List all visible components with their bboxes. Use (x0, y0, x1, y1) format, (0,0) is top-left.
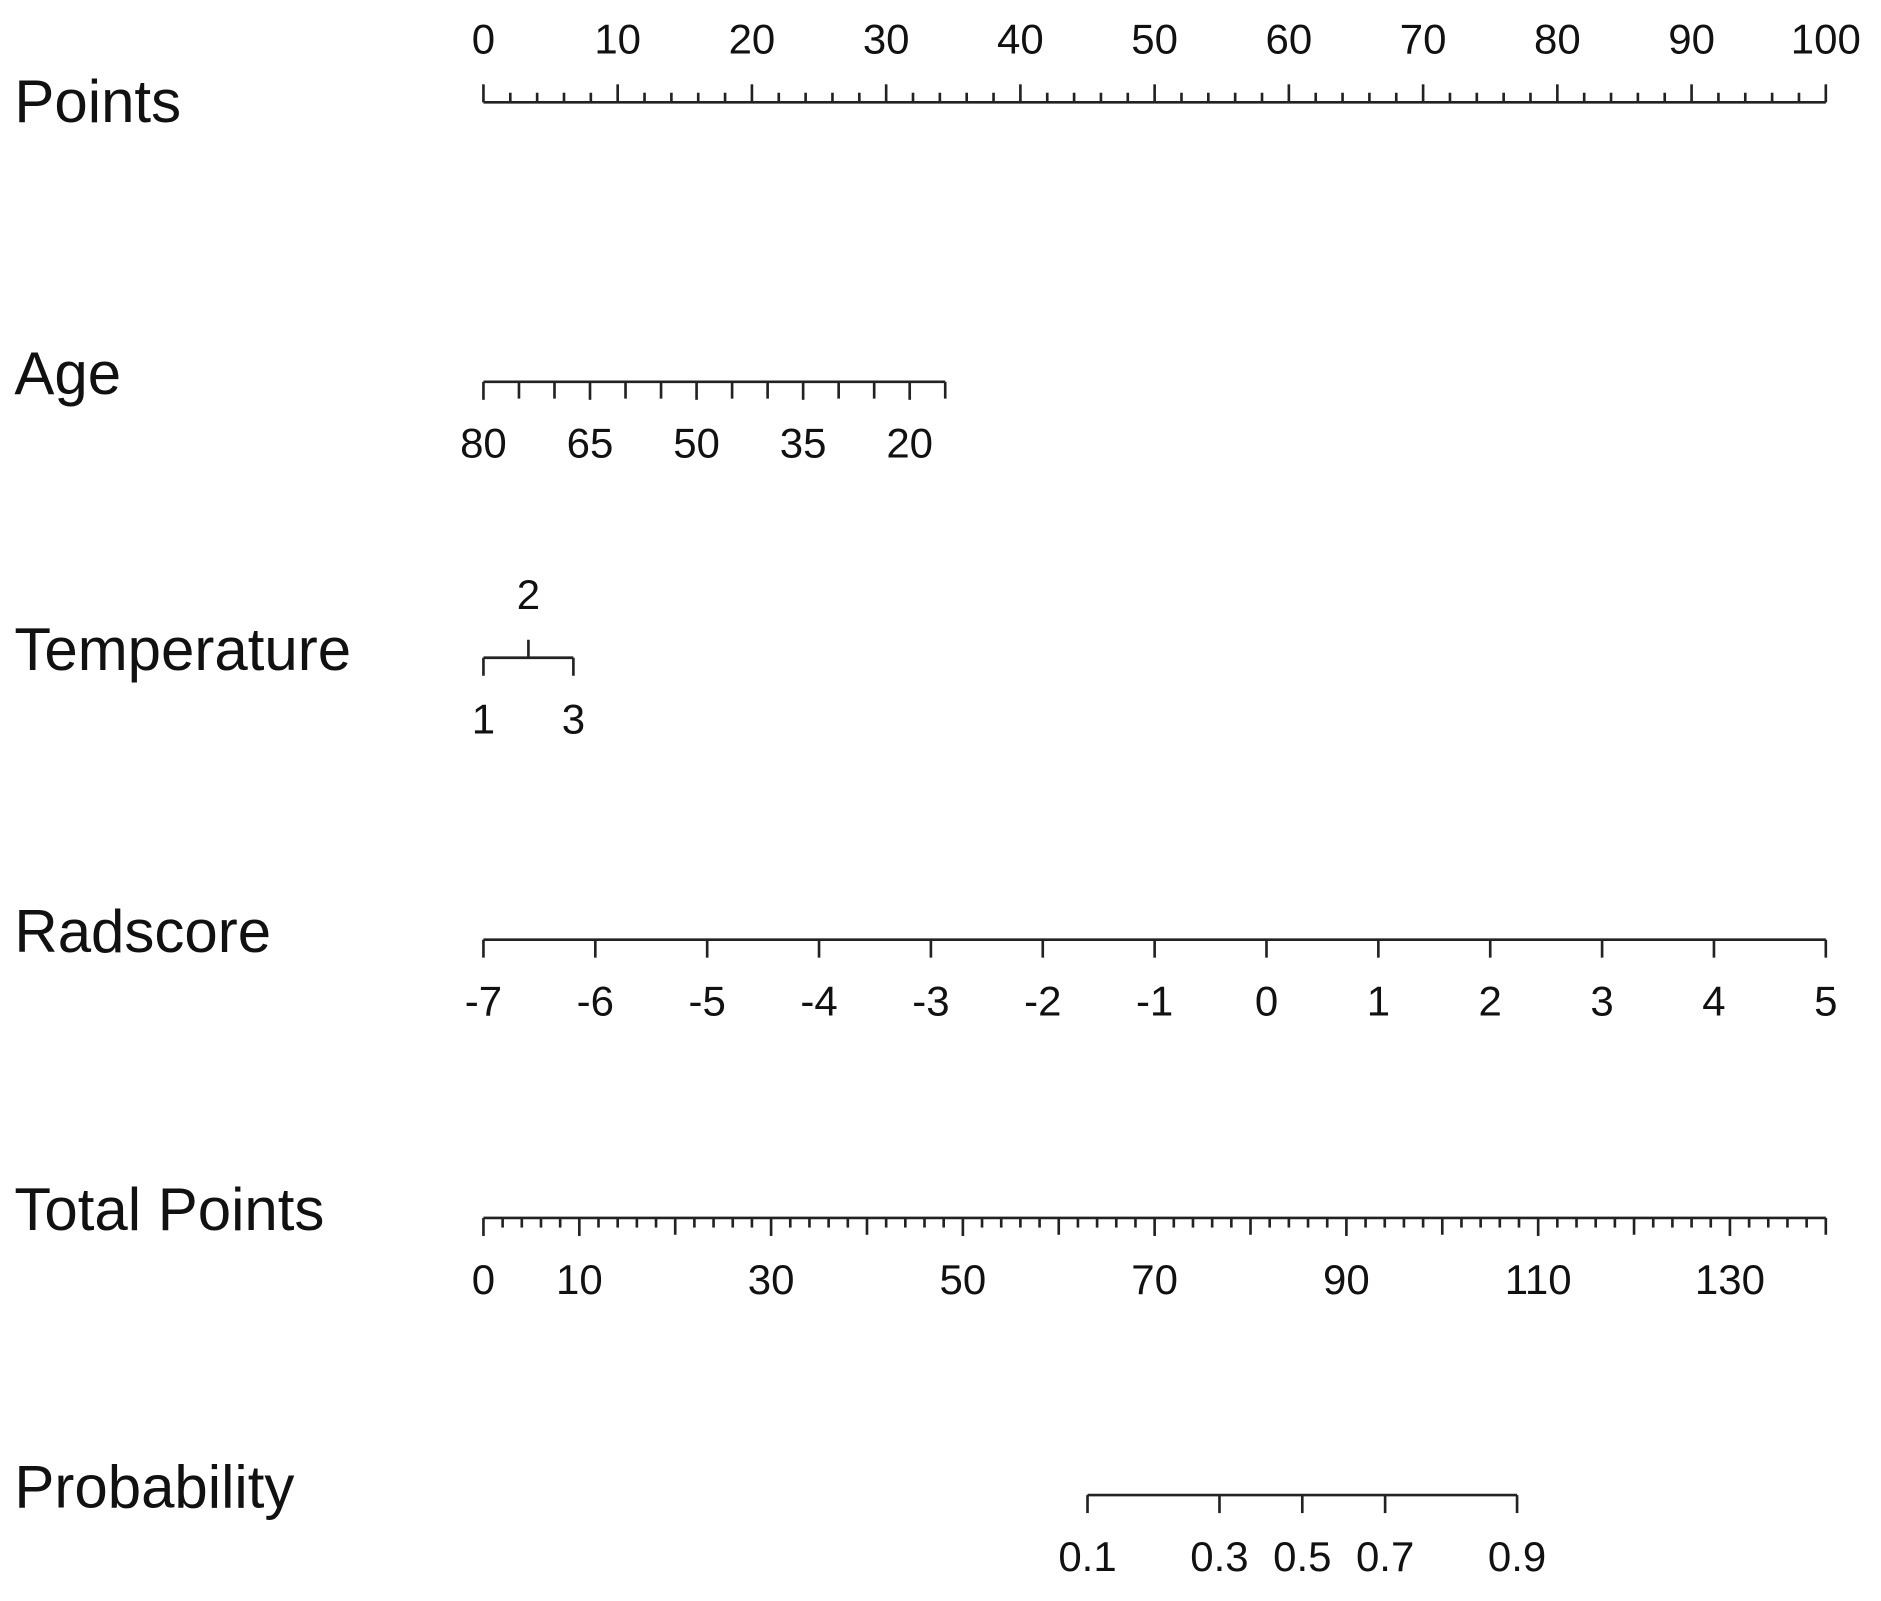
tick-label: 0.3 (1190, 1533, 1248, 1580)
tick-label: 0 (472, 1256, 495, 1303)
tick-label: -4 (800, 978, 837, 1025)
row-name: Total Points (14, 1176, 324, 1243)
tick-label: 1 (472, 696, 495, 743)
tick-label: -6 (577, 978, 614, 1025)
tick-label: -1 (1136, 978, 1173, 1025)
tick-label: 40 (997, 15, 1044, 62)
tick-label: -2 (1024, 978, 1061, 1025)
tick-label: 90 (1668, 15, 1715, 62)
tick-label: 35 (780, 420, 827, 467)
tick-label: 30 (863, 15, 910, 62)
tick-label: 0.1 (1058, 1533, 1116, 1580)
row-name: Temperature (14, 616, 351, 683)
tick-label: 65 (567, 420, 614, 467)
tick-label: 4 (1702, 978, 1725, 1025)
tick-label: 3 (1590, 978, 1613, 1025)
tick-label: 2 (517, 571, 540, 618)
tick-label: 0 (1255, 978, 1278, 1025)
tick-label: 3 (562, 696, 585, 743)
tick-label: 90 (1323, 1256, 1370, 1303)
tick-label: 80 (460, 420, 507, 467)
tick-label: 100 (1791, 15, 1861, 62)
tick-label: 5 (1814, 978, 1837, 1025)
tick-label: 10 (594, 15, 641, 62)
row-name: Points (14, 68, 181, 135)
tick-label: 110 (1505, 1256, 1572, 1303)
tick-label: -3 (912, 978, 949, 1025)
tick-label: 0 (472, 15, 495, 62)
tick-label: 0.5 (1273, 1533, 1331, 1580)
tick-label: 30 (748, 1256, 795, 1303)
tick-label: 70 (1400, 15, 1447, 62)
row-name: Radscore (14, 898, 271, 965)
tick-label: 20 (886, 420, 933, 467)
tick-label: 10 (556, 1256, 603, 1303)
tick-label: -7 (465, 978, 502, 1025)
tick-label: 1 (1367, 978, 1390, 1025)
tick-label: 2 (1479, 978, 1502, 1025)
tick-label: 50 (1131, 15, 1178, 62)
tick-label: 0.9 (1488, 1533, 1546, 1580)
row-name: Probability (14, 1453, 294, 1520)
tick-label: 0.7 (1356, 1533, 1414, 1580)
row-name: Age (14, 340, 121, 407)
tick-label: 20 (729, 15, 776, 62)
tick-label: 130 (1695, 1256, 1765, 1303)
tick-label: 50 (940, 1256, 987, 1303)
tick-label: -5 (689, 978, 726, 1025)
tick-label: 80 (1534, 15, 1581, 62)
tick-label: 70 (1131, 1256, 1178, 1303)
tick-label: 50 (673, 420, 720, 467)
tick-label: 60 (1266, 15, 1313, 62)
